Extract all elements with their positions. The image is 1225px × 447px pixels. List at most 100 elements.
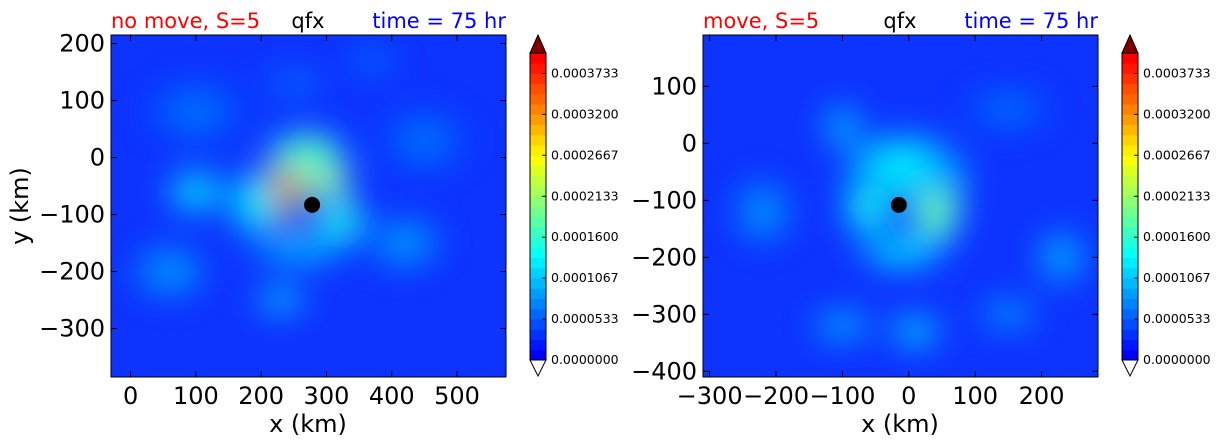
field-feature (750, 197, 776, 227)
x-tick-label: 100 (952, 382, 998, 410)
colorbar-tick-label: 0.0002667 (1143, 147, 1211, 162)
field-feature (315, 173, 338, 188)
colorbar-level (530, 175, 546, 187)
field-feature (904, 324, 927, 339)
x-tick-label: −100 (809, 382, 875, 410)
colorbar-tick-label: 0.0003733 (1143, 65, 1211, 80)
colorbar-level (530, 339, 546, 351)
plot-frame (110, 34, 507, 378)
colorbar-level (1122, 298, 1138, 310)
colorbar-level (1122, 53, 1138, 64)
colorbar: 0.0000000 0.0000533 0.0001067 0.0001600 0.00… (529, 33, 619, 378)
colorbar-level (530, 267, 546, 279)
field-feature (361, 53, 384, 68)
colorbar-level (530, 349, 546, 361)
colorbar-level (1122, 155, 1138, 166)
panel-title-center: qfx (883, 9, 916, 33)
x-tick-label: 0 (901, 382, 916, 410)
field-feature (183, 183, 209, 201)
colorbar-level (1122, 134, 1138, 146)
y-tick-label: −100 (631, 186, 697, 214)
colorbar-level (530, 329, 546, 340)
x-axis-label: x (km) (269, 410, 347, 438)
y-tick-label: −200 (631, 243, 697, 271)
field-feature (1050, 245, 1073, 270)
colorbar-extend-max (1121, 33, 1139, 54)
x-tick-label: −200 (743, 382, 809, 410)
panel-title-right: time = 75 hr (372, 9, 506, 33)
colorbar-level (1122, 73, 1138, 85)
x-tick-label: 300 (304, 382, 350, 410)
colorbar-tick-label: 0.0001067 (551, 270, 619, 285)
colorbar-frame (529, 52, 547, 361)
colorbar-level (1122, 257, 1138, 269)
y-tick-label: 100 (59, 87, 105, 115)
colorbar-tick-label: 0.0001067 (1143, 270, 1211, 285)
colorbar-tick-label: 0.0000533 (551, 311, 619, 326)
y-axis-ticks: −300 −200 −100 0 100 200 (39, 30, 506, 343)
field-feature (828, 318, 857, 333)
colorbar-level (1122, 329, 1138, 340)
x-axis-ticks: 0 100 200 300 400 500 (123, 35, 480, 410)
colorbar-level (1122, 83, 1138, 95)
colorbar-tick-label: 0.0003200 (1143, 106, 1211, 121)
colorbar-level (530, 63, 546, 74)
colorbar-tick-label: 0.0001600 (551, 229, 619, 244)
field-feature (173, 97, 218, 127)
field-feature (405, 126, 444, 155)
colorbar-level (530, 226, 546, 238)
colorbar-level (1122, 278, 1138, 289)
y-tick-label: −100 (39, 201, 105, 229)
x-tick-label: 200 (238, 382, 284, 410)
colorbar-level (1122, 308, 1138, 320)
colorbar-level (1122, 114, 1138, 126)
contour-field (732, 86, 1089, 349)
panel-move: move, S=5 qfx time = 75 hr −300 −200 −100 0… (631, 9, 1211, 438)
colorbar-extend-min (1121, 359, 1139, 378)
colorbar-level (1122, 206, 1138, 218)
colorbar-level (1122, 124, 1138, 136)
colorbar-level (530, 319, 546, 330)
x-tick-label: 100 (173, 382, 219, 410)
colorbar-level (530, 257, 546, 269)
colorbar-level (1122, 93, 1138, 105)
colorbar-tick-label: 0.0001600 (1143, 229, 1211, 244)
colorbar-level (1122, 237, 1138, 248)
colorbar-level (1122, 165, 1138, 177)
colorbar-level (530, 73, 546, 85)
x-tick-label: 500 (434, 382, 480, 410)
colorbar-level (530, 278, 546, 289)
field-feature (290, 143, 324, 161)
colorbar-level (1122, 226, 1138, 238)
contour-field (130, 43, 471, 315)
colorbar: 0.0000000 0.0000533 0.0001067 0.0001600 0.00… (1121, 33, 1211, 378)
field-feature (269, 294, 292, 307)
colorbar-level (1122, 175, 1138, 187)
colorbar-tick-label: 0.0003200 (551, 106, 619, 121)
panel-title-left: move, S=5 (703, 9, 819, 33)
colorbar-level (530, 83, 546, 95)
field-feature (153, 259, 187, 284)
colorbar-level (1122, 349, 1138, 361)
colorbar-level (1122, 339, 1138, 351)
field-feature (834, 116, 851, 136)
y-axis-label: y (km) (6, 167, 34, 245)
colorbar-level (530, 206, 546, 218)
colorbar-level (530, 145, 546, 156)
colorbar-level (530, 288, 546, 299)
y-tick-label: 200 (59, 30, 105, 58)
storm-center-marker (890, 196, 907, 213)
panel-title-left: no move, S=5 (111, 9, 260, 33)
colorbar-level (530, 186, 546, 197)
colorbar-tick-label: 0.0002133 (551, 188, 619, 203)
colorbar-level (530, 196, 546, 207)
colorbar-level (1122, 104, 1138, 115)
y-axis-ticks: −400 −300 −200 −100 0 100 (631, 72, 1098, 385)
colorbar-level (530, 124, 546, 136)
colorbar-extend-max (529, 33, 547, 54)
colorbar-level (530, 237, 546, 248)
field-feature (328, 210, 351, 230)
field-feature (994, 307, 1023, 322)
field-feature (388, 231, 422, 256)
